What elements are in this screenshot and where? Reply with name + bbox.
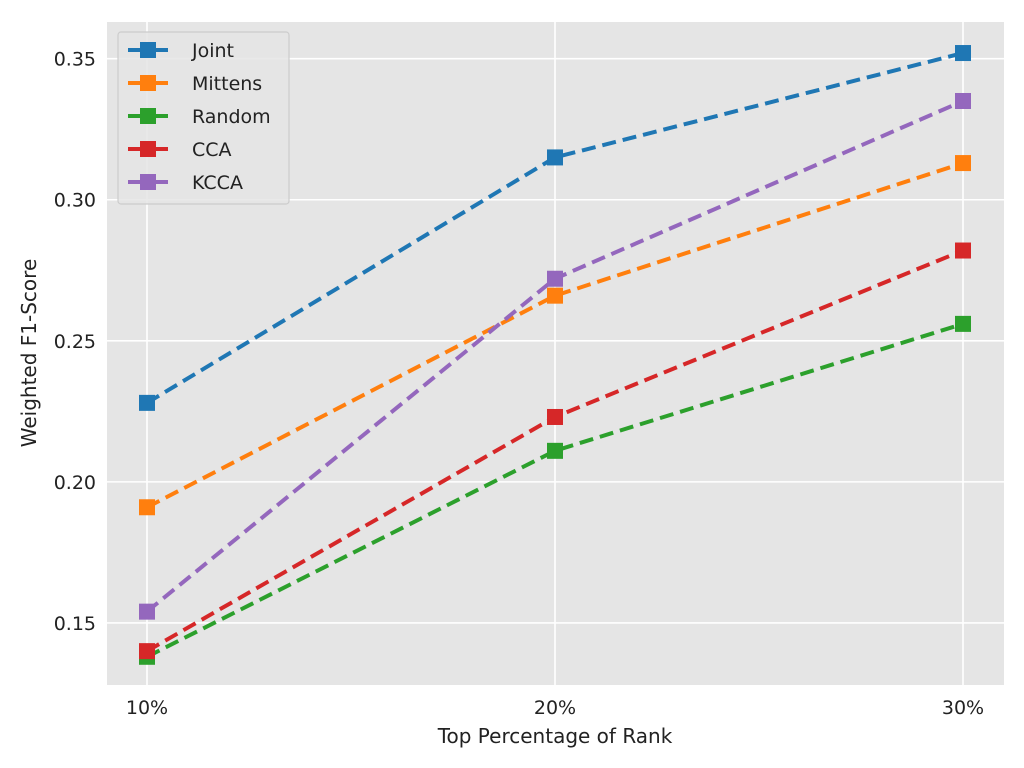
legend: Joint Mittens Random CCA KCCA bbox=[117, 31, 290, 205]
legend-marker bbox=[140, 174, 156, 190]
data-point bbox=[547, 270, 563, 287]
data-point bbox=[139, 643, 155, 660]
y-axis-label: Weighted F1-Score bbox=[17, 259, 41, 448]
y-tick-label: 0.20 bbox=[54, 472, 96, 494]
data-point bbox=[955, 315, 971, 332]
legend-marker bbox=[140, 75, 156, 91]
y-tick-label: 0.25 bbox=[54, 331, 96, 353]
series-line bbox=[146, 161, 964, 510]
series-mittens bbox=[139, 155, 971, 516]
tick-labels: 10% 20% 30% 0.15 0.20 0.25 0.30 0.35 bbox=[54, 49, 984, 719]
legend-item: CCA bbox=[128, 139, 232, 161]
series-kcca bbox=[139, 92, 971, 620]
x-tick-label: 30% bbox=[942, 697, 984, 719]
series-line bbox=[146, 321, 964, 659]
legend-marker bbox=[140, 108, 156, 124]
legend-label: CCA bbox=[192, 139, 232, 161]
data-point bbox=[139, 603, 155, 620]
legend-item: Random bbox=[128, 106, 271, 128]
data-point bbox=[547, 442, 563, 459]
legend-box bbox=[117, 31, 290, 205]
y-tick-label: 0.30 bbox=[54, 190, 96, 212]
x-tick-label: 10% bbox=[126, 697, 168, 719]
legend-marker bbox=[140, 42, 156, 58]
legend-label: Random bbox=[192, 106, 271, 128]
legend-label: Joint bbox=[191, 40, 234, 62]
series-cca bbox=[139, 242, 971, 660]
series-line bbox=[145, 51, 964, 405]
data-point bbox=[139, 394, 155, 411]
series-lines bbox=[139, 45, 971, 665]
x-axis-label: Top Percentage of Rank bbox=[437, 724, 673, 748]
legend-label: Mittens bbox=[192, 73, 262, 95]
data-point bbox=[547, 287, 563, 304]
data-point bbox=[547, 408, 563, 425]
data-point bbox=[139, 499, 155, 516]
data-point bbox=[955, 45, 971, 62]
data-point bbox=[955, 92, 971, 109]
legend-item: KCCA bbox=[128, 172, 243, 194]
x-tick-label: 20% bbox=[534, 697, 576, 719]
series-joint bbox=[139, 45, 971, 411]
data-point bbox=[955, 155, 971, 172]
legend-label: KCCA bbox=[192, 172, 243, 194]
data-point bbox=[547, 149, 563, 166]
y-tick-label: 0.15 bbox=[54, 613, 96, 635]
legend-item: Joint bbox=[128, 40, 234, 62]
y-tick-label: 0.35 bbox=[54, 49, 96, 71]
legend-marker bbox=[140, 141, 156, 157]
data-point bbox=[955, 242, 971, 259]
legend-item: Mittens bbox=[128, 73, 262, 95]
